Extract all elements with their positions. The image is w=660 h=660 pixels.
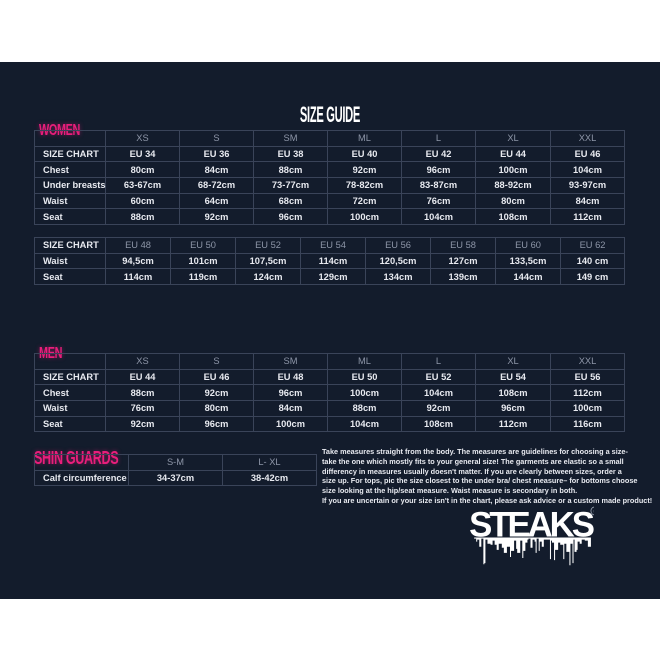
svg-text:®: ®	[593, 508, 594, 514]
